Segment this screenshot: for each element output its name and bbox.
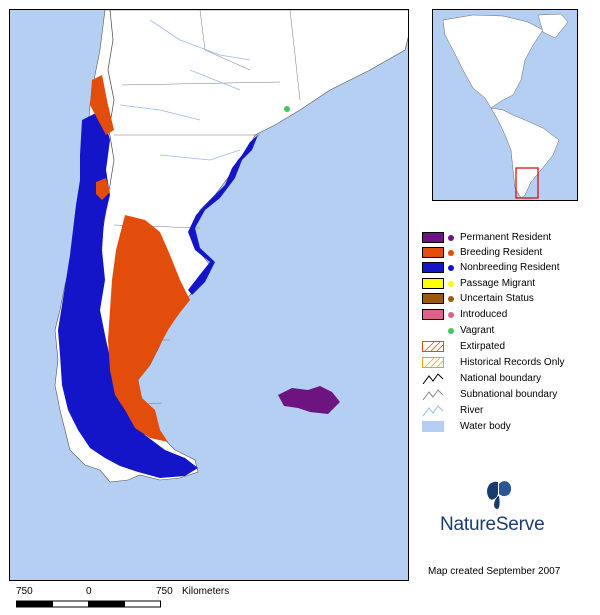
legend-item-river: River [420, 404, 600, 418]
legend-label: Extirpated [460, 341, 506, 352]
legend-item-vagrant: Vagrant [420, 324, 600, 338]
legend-label: River [460, 405, 484, 416]
range-nonbreeding-resident-east [188, 135, 258, 295]
rivers [119, 19, 251, 161]
scale-bar-graphic [16, 600, 161, 608]
legend-swatch-hatch [422, 357, 444, 368]
range-breeding-resident-north [90, 75, 114, 135]
legend-dot [448, 312, 454, 318]
legend-item-subnational-boundary: Subnational boundary [420, 388, 600, 402]
legend-item-water-body: Water body [420, 420, 600, 434]
scale-label-left: 750 [16, 586, 33, 597]
natureserve-logo: NatureServe [440, 478, 560, 548]
main-map [9, 9, 409, 581]
main-map-svg [10, 10, 408, 580]
legend-swatch [422, 278, 444, 289]
scale-unit: Kilometers [182, 586, 230, 597]
legend-label: Historical Records Only [460, 357, 565, 368]
inset-location-box [515, 167, 539, 199]
legend-line-icon [422, 389, 444, 400]
inset-map-svg [433, 10, 577, 200]
legend-dot [448, 281, 454, 287]
inset-map [432, 9, 578, 201]
logo-text: NatureServe [440, 514, 545, 535]
scale-label-mid: 0 [86, 586, 92, 597]
range-breeding-resident [108, 215, 190, 442]
legend-item-permanent-resident: Permanent Resident [420, 231, 600, 245]
legend-item-national-boundary: National boundary [420, 372, 600, 386]
legend-item-nonbreeding-resident: Nonbreeding Resident [420, 261, 600, 275]
legend-swatch [422, 232, 444, 243]
legend-swatch [422, 247, 444, 258]
legend-label: Nonbreeding Resident [460, 262, 560, 273]
legend-dot [448, 235, 454, 241]
inset-north-america [442, 14, 544, 109]
legend-label: Subnational boundary [460, 389, 558, 400]
legend-label: Water body [460, 421, 511, 432]
legend-swatch [422, 309, 444, 320]
butterfly-icon [487, 481, 512, 509]
legend-item-breeding-resident: Breeding Resident [420, 246, 600, 260]
legend-item-passage-migrant: Passage Migrant [420, 277, 600, 291]
legend-line-icon [422, 405, 444, 416]
legend-dot [448, 250, 454, 256]
inset-south-america [490, 107, 560, 199]
legend-label: National boundary [460, 373, 542, 384]
vagrant-point [284, 106, 290, 112]
legend-item-historical: Historical Records Only [420, 356, 600, 370]
legend-label: Permanent Resident [460, 232, 552, 243]
inset-greenland [537, 13, 569, 39]
legend-dot [448, 296, 454, 302]
legend-item-extirpated: Extirpated [420, 340, 600, 354]
legend-swatch [422, 421, 444, 432]
legend-swatch-hatch [422, 341, 444, 352]
legend-label: Introduced [460, 309, 508, 320]
legend-item-introduced: Introduced [420, 308, 600, 322]
legend-label: Vagrant [460, 325, 495, 336]
legend-label: Breeding Resident [460, 247, 543, 258]
map-credit: Map created September 2007 [428, 566, 561, 577]
scale-bar: 750 0 750 Kilometers [16, 586, 229, 610]
scale-label-right: 750 [156, 586, 173, 597]
legend-swatch [422, 293, 444, 304]
range-breeding-resident-chiloe [96, 178, 110, 200]
legend-dot [448, 328, 454, 334]
range-permanent-resident-falklands [278, 386, 340, 414]
legend-swatch [422, 262, 444, 273]
legend-dot [448, 265, 454, 271]
legend-line-icon [422, 373, 444, 384]
legend-label: Passage Migrant [460, 278, 536, 289]
legend-label: Uncertain Status [460, 293, 534, 304]
legend-item-uncertain-status: Uncertain Status [420, 292, 600, 306]
range-nonbreeding-resident [58, 110, 198, 478]
